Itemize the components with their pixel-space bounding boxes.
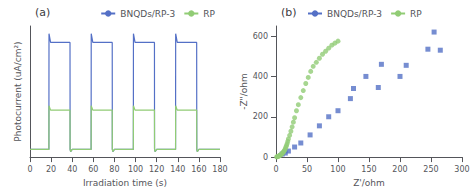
- svg-text:140: 140: [170, 165, 185, 174]
- svg-text:300: 300: [454, 165, 469, 174]
- svg-text:20: 20: [46, 165, 56, 174]
- svg-text:120: 120: [149, 165, 164, 174]
- svg-text:160: 160: [191, 165, 206, 174]
- svg-text:40: 40: [67, 165, 77, 174]
- svg-text:0: 0: [27, 165, 32, 174]
- svg-text:400: 400: [253, 72, 268, 81]
- svg-text:RP: RP: [410, 9, 422, 19]
- svg-text:BNQDs/RP-3: BNQDs/RP-3: [120, 9, 175, 19]
- svg-text:Z'/ohm: Z'/ohm: [353, 178, 385, 188]
- svg-text:(b): (b): [281, 6, 297, 19]
- svg-text:Photocurrent (uA/cm²): Photocurrent (uA/cm²): [13, 41, 23, 141]
- svg-text:0: 0: [273, 165, 278, 174]
- svg-text:-Z"/ohm: -Z"/ohm: [239, 73, 249, 110]
- svg-text:BNQDs/RP-3: BNQDs/RP-3: [327, 9, 382, 19]
- svg-text:(a): (a): [35, 6, 50, 19]
- svg-text:180: 180: [212, 165, 227, 174]
- svg-text:80: 80: [109, 165, 119, 174]
- svg-text:0: 0: [263, 153, 268, 162]
- svg-text:250: 250: [423, 165, 438, 174]
- svg-text:RP: RP: [203, 9, 215, 19]
- svg-text:Irradiation time (s): Irradiation time (s): [83, 178, 167, 188]
- svg-text:150: 150: [361, 165, 376, 174]
- svg-text:200: 200: [392, 165, 407, 174]
- svg-text:100: 100: [330, 165, 345, 174]
- svg-text:200: 200: [253, 112, 268, 121]
- svg-text:100: 100: [128, 165, 143, 174]
- svg-text:50: 50: [302, 165, 312, 174]
- svg-text:600: 600: [253, 32, 268, 41]
- svg-text:60: 60: [88, 165, 98, 174]
